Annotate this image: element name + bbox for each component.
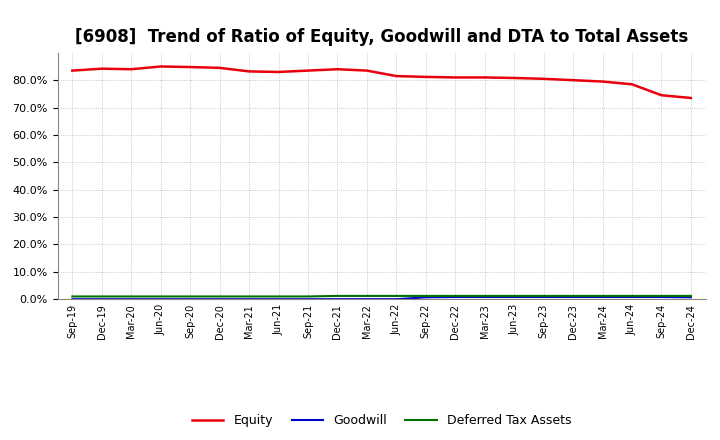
Equity	[156, 64, 165, 69]
Goodwill	[539, 294, 548, 300]
Equity	[304, 68, 312, 73]
Goodwill	[657, 294, 666, 300]
Goodwill	[510, 294, 518, 300]
Equity	[687, 95, 696, 101]
Equity	[480, 75, 489, 80]
Goodwill	[687, 295, 696, 300]
Deferred Tax Assets	[451, 293, 459, 299]
Deferred Tax Assets	[363, 293, 372, 299]
Equity	[539, 76, 548, 81]
Goodwill	[480, 294, 489, 300]
Deferred Tax Assets	[598, 293, 607, 299]
Goodwill	[333, 297, 342, 302]
Goodwill	[274, 297, 283, 302]
Deferred Tax Assets	[569, 293, 577, 299]
Line: Equity: Equity	[72, 66, 691, 98]
Deferred Tax Assets	[480, 293, 489, 299]
Goodwill	[304, 297, 312, 302]
Deferred Tax Assets	[245, 294, 253, 299]
Deferred Tax Assets	[687, 293, 696, 299]
Goodwill	[186, 297, 194, 302]
Goodwill	[421, 295, 430, 300]
Deferred Tax Assets	[510, 293, 518, 299]
Deferred Tax Assets	[539, 293, 548, 299]
Goodwill	[569, 294, 577, 300]
Equity	[421, 74, 430, 80]
Equity	[510, 75, 518, 81]
Goodwill	[451, 294, 459, 300]
Deferred Tax Assets	[333, 293, 342, 299]
Equity	[245, 69, 253, 74]
Equity	[186, 64, 194, 70]
Deferred Tax Assets	[421, 293, 430, 299]
Equity	[628, 82, 636, 87]
Deferred Tax Assets	[215, 294, 224, 299]
Equity	[68, 68, 76, 73]
Deferred Tax Assets	[68, 294, 76, 299]
Deferred Tax Assets	[127, 294, 135, 299]
Equity	[657, 92, 666, 98]
Deferred Tax Assets	[186, 294, 194, 299]
Deferred Tax Assets	[657, 293, 666, 299]
Equity	[569, 77, 577, 83]
Line: Deferred Tax Assets: Deferred Tax Assets	[72, 296, 691, 297]
Equity	[451, 75, 459, 80]
Deferred Tax Assets	[156, 294, 165, 299]
Equity	[127, 66, 135, 72]
Goodwill	[127, 297, 135, 302]
Goodwill	[215, 297, 224, 302]
Title: [6908]  Trend of Ratio of Equity, Goodwill and DTA to Total Assets: [6908] Trend of Ratio of Equity, Goodwil…	[75, 28, 688, 46]
Deferred Tax Assets	[274, 294, 283, 299]
Equity	[333, 66, 342, 72]
Goodwill	[598, 294, 607, 300]
Goodwill	[392, 297, 400, 302]
Goodwill	[363, 297, 372, 302]
Deferred Tax Assets	[97, 294, 106, 299]
Deferred Tax Assets	[628, 293, 636, 299]
Goodwill	[68, 297, 76, 302]
Goodwill	[245, 297, 253, 302]
Equity	[274, 70, 283, 75]
Equity	[363, 68, 372, 73]
Deferred Tax Assets	[304, 294, 312, 299]
Deferred Tax Assets	[392, 293, 400, 299]
Equity	[97, 66, 106, 71]
Legend: Equity, Goodwill, Deferred Tax Assets: Equity, Goodwill, Deferred Tax Assets	[187, 409, 576, 432]
Line: Goodwill: Goodwill	[72, 297, 691, 299]
Equity	[215, 65, 224, 70]
Goodwill	[628, 294, 636, 300]
Goodwill	[97, 297, 106, 302]
Equity	[392, 73, 400, 79]
Goodwill	[156, 297, 165, 302]
Equity	[598, 79, 607, 84]
